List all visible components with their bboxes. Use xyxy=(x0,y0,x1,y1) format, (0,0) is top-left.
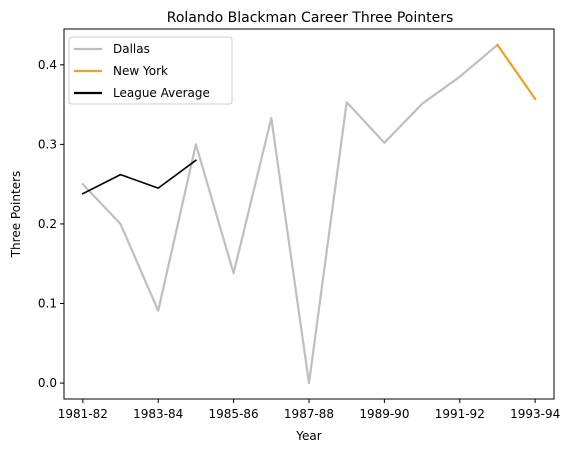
x-tick-label: 1981-82 xyxy=(58,407,108,421)
series-line-new-york xyxy=(495,43,537,101)
y-tick-label: 0.2 xyxy=(38,217,57,231)
x-axis-title: Year xyxy=(295,429,321,443)
legend-label-league-average: League Average xyxy=(113,86,210,100)
legend: Dallas New York League Average xyxy=(68,36,233,105)
x-tick-label: 1989-90 xyxy=(359,407,409,421)
legend-box xyxy=(68,36,233,105)
series-line-dallas xyxy=(81,43,500,385)
legend-label-new-york: New York xyxy=(113,64,168,78)
series-line-league-average xyxy=(81,159,198,195)
x-tick-label: 1983-84 xyxy=(133,407,183,421)
x-tick-label: 1985-86 xyxy=(209,407,259,421)
x-axis: 1981-82 1983-84 1985-86 1987-88 1989-90 1991-… xyxy=(58,399,560,421)
x-tick-label: 1987-88 xyxy=(284,407,334,421)
y-axis: 0.0 0.1 0.2 0.3 0.4 xyxy=(38,58,64,390)
y-tick-label: 0.4 xyxy=(38,58,57,72)
y-tick-label: 0.0 xyxy=(38,376,57,390)
plot-frame xyxy=(63,28,555,400)
x-tick-label: 1991-92 xyxy=(435,407,485,421)
y-tick-label: 0.3 xyxy=(38,137,57,151)
chart-title: Rolando Blackman Career Three Pointers xyxy=(167,10,454,26)
y-tick-label: 0.1 xyxy=(38,297,57,311)
legend-label-dallas: Dallas xyxy=(113,42,150,56)
x-tick-label: 1993-94 xyxy=(510,407,560,421)
series-layer xyxy=(81,43,537,385)
y-axis-title: Three Pointers xyxy=(9,171,23,259)
